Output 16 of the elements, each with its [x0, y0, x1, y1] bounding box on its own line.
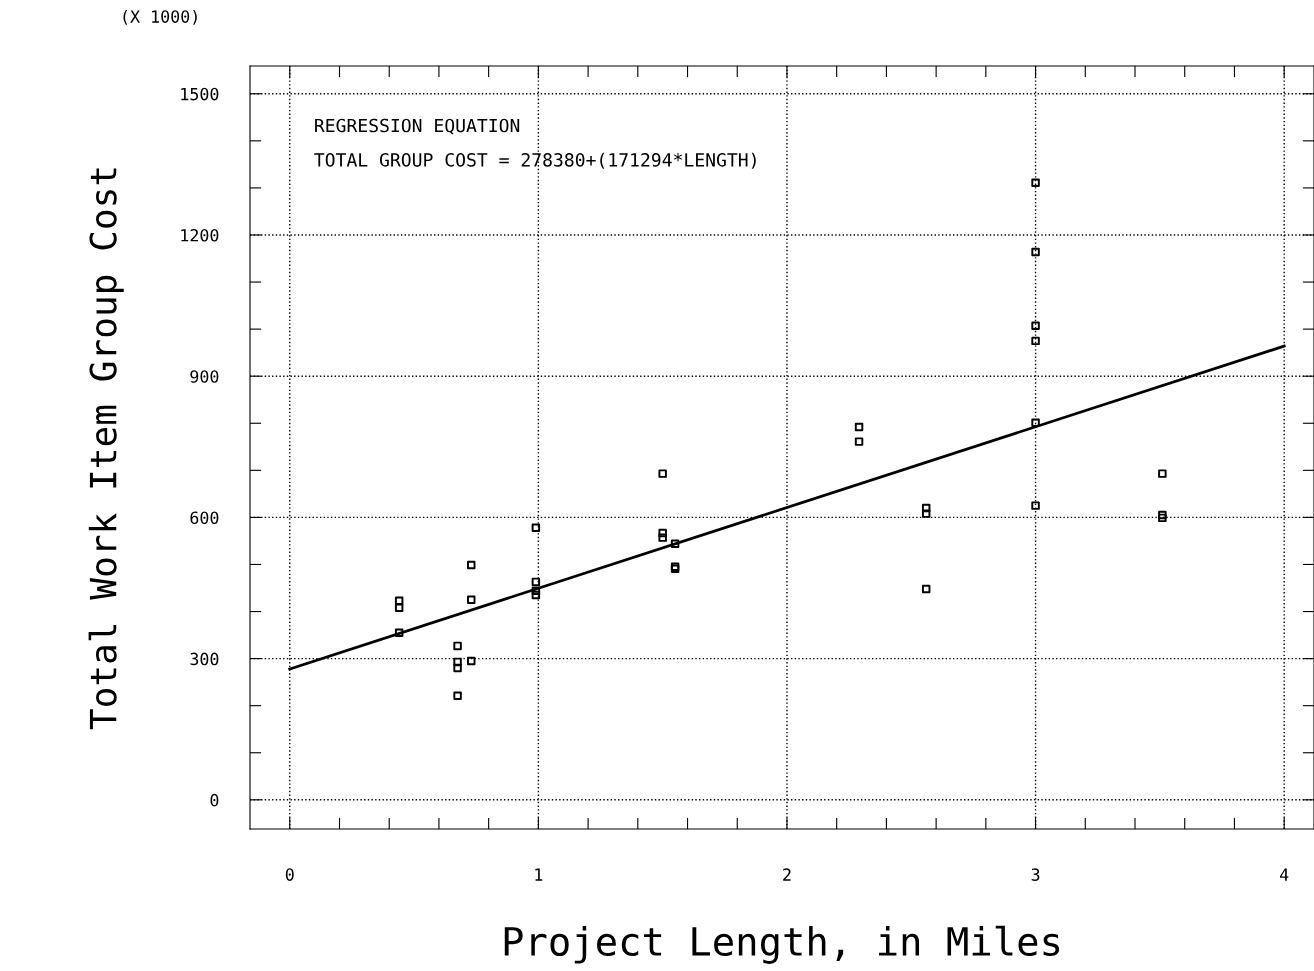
y-tick-label: 600 — [190, 511, 219, 525]
text: (X 1000) — [123, 10, 197, 25]
annotation: REGRESSION EQUATION — [315, 118, 520, 135]
x-tick-label: 1 — [535, 868, 543, 881]
x-axis-title: Project Length, in Miles — [504, 925, 1060, 964]
annotation: TOTAL GROUP COST = 278380+(171294*LENGTH) — [314, 152, 756, 169]
x-tick-label: 3 — [1031, 868, 1040, 881]
y-tick-label: 1500 — [181, 87, 219, 101]
y-tick-label: 0 — [210, 793, 219, 807]
y-tick-label: 1200 — [181, 228, 219, 242]
y-tick-label: 300 — [190, 652, 219, 666]
y-axis-title: Total Work Item Group Cost — [88, 168, 124, 730]
y-tick-label: 900 — [190, 370, 219, 383]
x-tick-label: 4 — [1279, 868, 1289, 881]
x-tick-label: 2 — [783, 868, 791, 881]
x-tick-label: 0 — [285, 868, 294, 881]
